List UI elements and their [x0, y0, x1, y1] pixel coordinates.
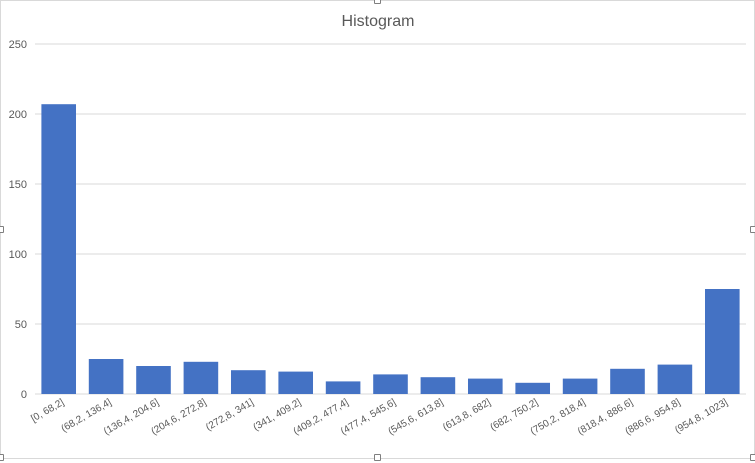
x-tick-label: (954,8, 1023]	[673, 397, 730, 436]
bar-4[interactable]	[230, 370, 266, 394]
bar-14[interactable]	[704, 289, 740, 394]
bar-3[interactable]	[183, 361, 219, 394]
x-tick-label: (613,8, 682]	[441, 397, 493, 433]
bar-2[interactable]	[136, 366, 171, 394]
x-axis-tick-labels: [0, 68,2](68,2, 136,4](136,4, 204,6](204…	[29, 397, 730, 437]
bar-12[interactable]	[610, 368, 645, 394]
x-tick-label: [0, 68,2]	[29, 397, 66, 425]
bar-8[interactable]	[420, 377, 456, 394]
chart-title: Histogram	[342, 13, 415, 30]
resize-handle-bottom[interactable]	[374, 454, 381, 461]
bar-7[interactable]	[373, 374, 408, 394]
y-tick-label: 150	[9, 179, 27, 191]
x-tick-label: (272,8, 341]	[204, 397, 256, 433]
y-tick-label: 200	[9, 109, 27, 121]
resize-handle-top[interactable]	[374, 0, 381, 4]
bar-9[interactable]	[467, 378, 503, 394]
bar-6[interactable]	[325, 381, 361, 394]
y-tick-label: 100	[9, 249, 27, 261]
bar-5[interactable]	[278, 371, 314, 394]
resize-handle-bottom-right[interactable]	[750, 454, 755, 461]
resize-handle-right[interactable]	[750, 226, 755, 233]
bar-13[interactable]	[657, 364, 693, 394]
y-tick-label: 250	[9, 39, 27, 51]
bar-10[interactable]	[515, 382, 551, 394]
resize-handle-bottom-left[interactable]	[0, 454, 4, 461]
bar-1[interactable]	[88, 359, 124, 394]
y-tick-label: 50	[15, 319, 27, 331]
gridlines	[35, 43, 746, 395]
y-axis-tick-labels: 0 50 100 150 200 250	[9, 39, 27, 401]
bar-11[interactable]	[562, 378, 598, 394]
bars	[41, 104, 740, 394]
resize-handle-left[interactable]	[0, 226, 4, 233]
bar-0[interactable]	[41, 104, 77, 394]
y-tick-label: 0	[21, 389, 27, 401]
